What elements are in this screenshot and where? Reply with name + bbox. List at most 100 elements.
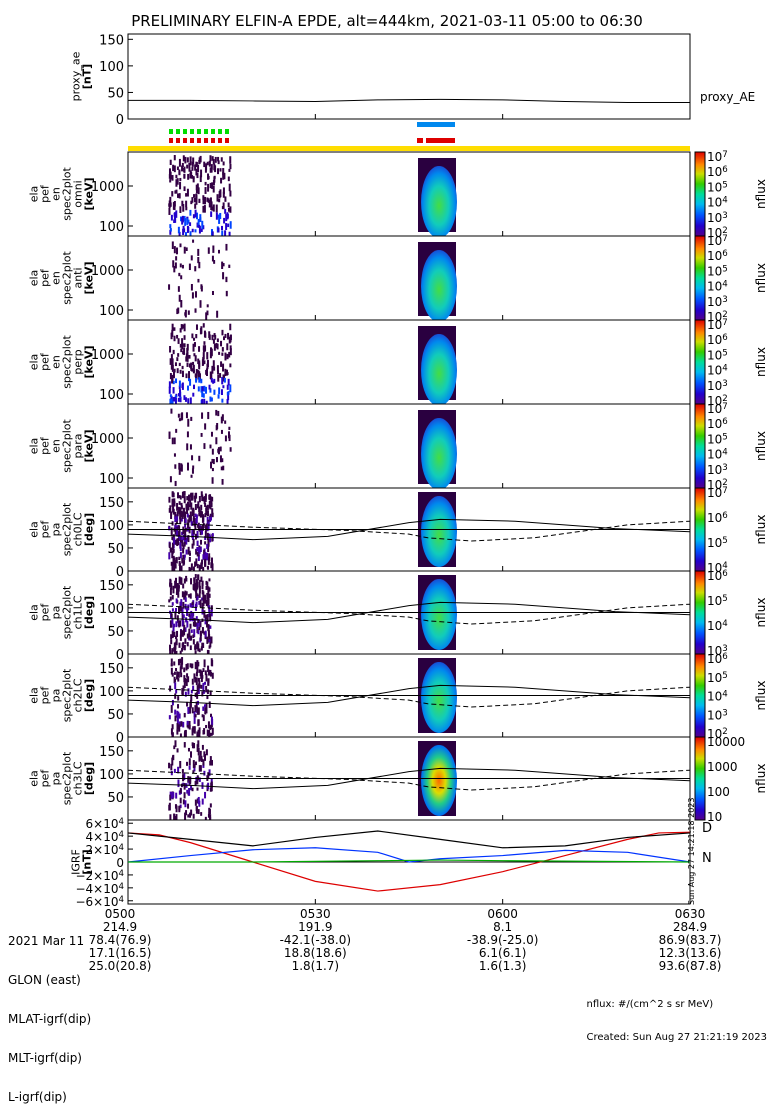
- flux-pixel: [198, 373, 201, 381]
- flux-pixel: [170, 395, 173, 400]
- flux-pixel: [205, 163, 208, 171]
- flux-pixel: [210, 201, 213, 209]
- y-tick-label: 150: [99, 745, 124, 760]
- flux-pixel: [186, 701, 189, 707]
- spectrogram-panel-6: [127, 570, 706, 658]
- y-tick-label: 150: [99, 496, 124, 511]
- flux-pixel: [179, 797, 182, 804]
- flux-pixel: [210, 732, 213, 736]
- flux-pixel: [178, 525, 181, 531]
- flux-pixel: [199, 630, 202, 636]
- flux-pixel: [192, 566, 195, 571]
- flux-pixel: [217, 168, 220, 175]
- flux-pixel: [194, 692, 197, 698]
- flux-pixel: [191, 292, 194, 299]
- igrf-line-E: [128, 859, 691, 863]
- igrf-line-H: [127, 830, 691, 849]
- y-axis-label: ela: [28, 270, 41, 287]
- flux-pixel: [205, 749, 208, 756]
- footer-units: nflux: #/(cm^2 s sr MeV): [586, 999, 714, 1010]
- flux-pixel: [180, 505, 183, 510]
- flux-pixel: [202, 199, 205, 205]
- flux-pixel: [192, 621, 195, 627]
- flux-pixel: [228, 336, 231, 344]
- colorbar-tick-label: 106: [707, 569, 728, 583]
- flux-pixel: [177, 193, 180, 198]
- flux-pixel: [181, 342, 184, 350]
- flux-pixel: [181, 531, 184, 536]
- flux-pixel: [211, 156, 214, 161]
- flux-pixel: [175, 792, 178, 799]
- flux-pixel: [168, 762, 171, 769]
- flux-pixel: [173, 671, 176, 675]
- orbit-value: 284.9: [673, 920, 707, 934]
- colorbar-tick-label: 104: [707, 448, 728, 462]
- flux-pixel: [196, 546, 199, 552]
- flux-pixel: [204, 599, 207, 604]
- flux-pixel: [200, 670, 203, 679]
- flux-pixel: [198, 224, 201, 228]
- colorbar-tick-label: 103: [707, 295, 728, 309]
- flux-pixel: [208, 636, 211, 640]
- flux-pixel: [187, 688, 190, 695]
- flux-pixel: [217, 374, 220, 382]
- flux-pixel: [189, 623, 192, 629]
- flux-pixel: [180, 463, 183, 472]
- flux-pixel: [180, 216, 183, 222]
- flux-pixel: [198, 496, 201, 503]
- flux-pixel: [186, 642, 189, 647]
- flux-pixel: [179, 343, 182, 348]
- flux-pixel: [179, 177, 182, 182]
- flux-pixel: [200, 684, 203, 689]
- flux-pixel: [170, 770, 173, 776]
- burst-core: [421, 745, 457, 816]
- flux-pixel: [208, 160, 211, 167]
- flux-pixel: [185, 537, 188, 545]
- flux-pixel: [196, 642, 199, 650]
- flux-pixel: [192, 214, 195, 219]
- colorbar-tick-label: 103: [707, 644, 728, 658]
- flux-pixel: [204, 423, 207, 430]
- flux-pixel: [196, 798, 199, 804]
- flux-pixel: [171, 564, 174, 572]
- y-axis-label: ch3LC: [72, 761, 85, 795]
- flux-pixel: [202, 225, 205, 230]
- y-axis-label: [keV]: [83, 429, 96, 462]
- sector-green-mark: [211, 129, 215, 134]
- flux-pixel: [184, 518, 187, 524]
- flux-pixel: [215, 437, 218, 445]
- flux-pixel: [168, 802, 171, 811]
- flux-pixel: [176, 502, 179, 511]
- flux-pixel: [192, 177, 195, 183]
- flux-pixel: [194, 523, 197, 531]
- colorbar-tick-label: 103: [707, 708, 728, 722]
- orbit-value: -42.1(-38.0): [280, 933, 351, 947]
- flux-pixel: [187, 226, 190, 232]
- colorbar-label: nflux: [754, 431, 768, 461]
- flux-pixel: [196, 552, 199, 557]
- igrf-panel: [127, 819, 691, 905]
- flux-pixel: [183, 541, 186, 547]
- flux-pixel: [169, 794, 172, 801]
- flux-pixel: [173, 396, 176, 402]
- flux-pixel: [222, 363, 225, 372]
- flux-pixel: [199, 765, 202, 772]
- flux-pixel: [189, 812, 192, 818]
- colorbar-tick-label: 10000: [707, 735, 745, 749]
- y-axis-label: en: [50, 355, 63, 369]
- flux-pixel: [210, 713, 213, 718]
- flux-pixel: [177, 589, 180, 598]
- flux-pixel: [171, 175, 174, 181]
- flux-pixel: [189, 593, 192, 599]
- flux-pixel: [192, 370, 195, 374]
- flux-pixel: [203, 751, 206, 758]
- flux-pixel: [187, 535, 190, 543]
- flux-pixel: [217, 394, 220, 399]
- flux-pixel: [202, 357, 205, 365]
- flux-pixel: [187, 707, 190, 714]
- colorbar-tick-label: 105: [707, 180, 728, 194]
- flux-pixel: [182, 324, 185, 329]
- flux-pixel: [172, 380, 175, 385]
- flux-pixel: [186, 443, 189, 451]
- flux-pixel: [197, 256, 200, 264]
